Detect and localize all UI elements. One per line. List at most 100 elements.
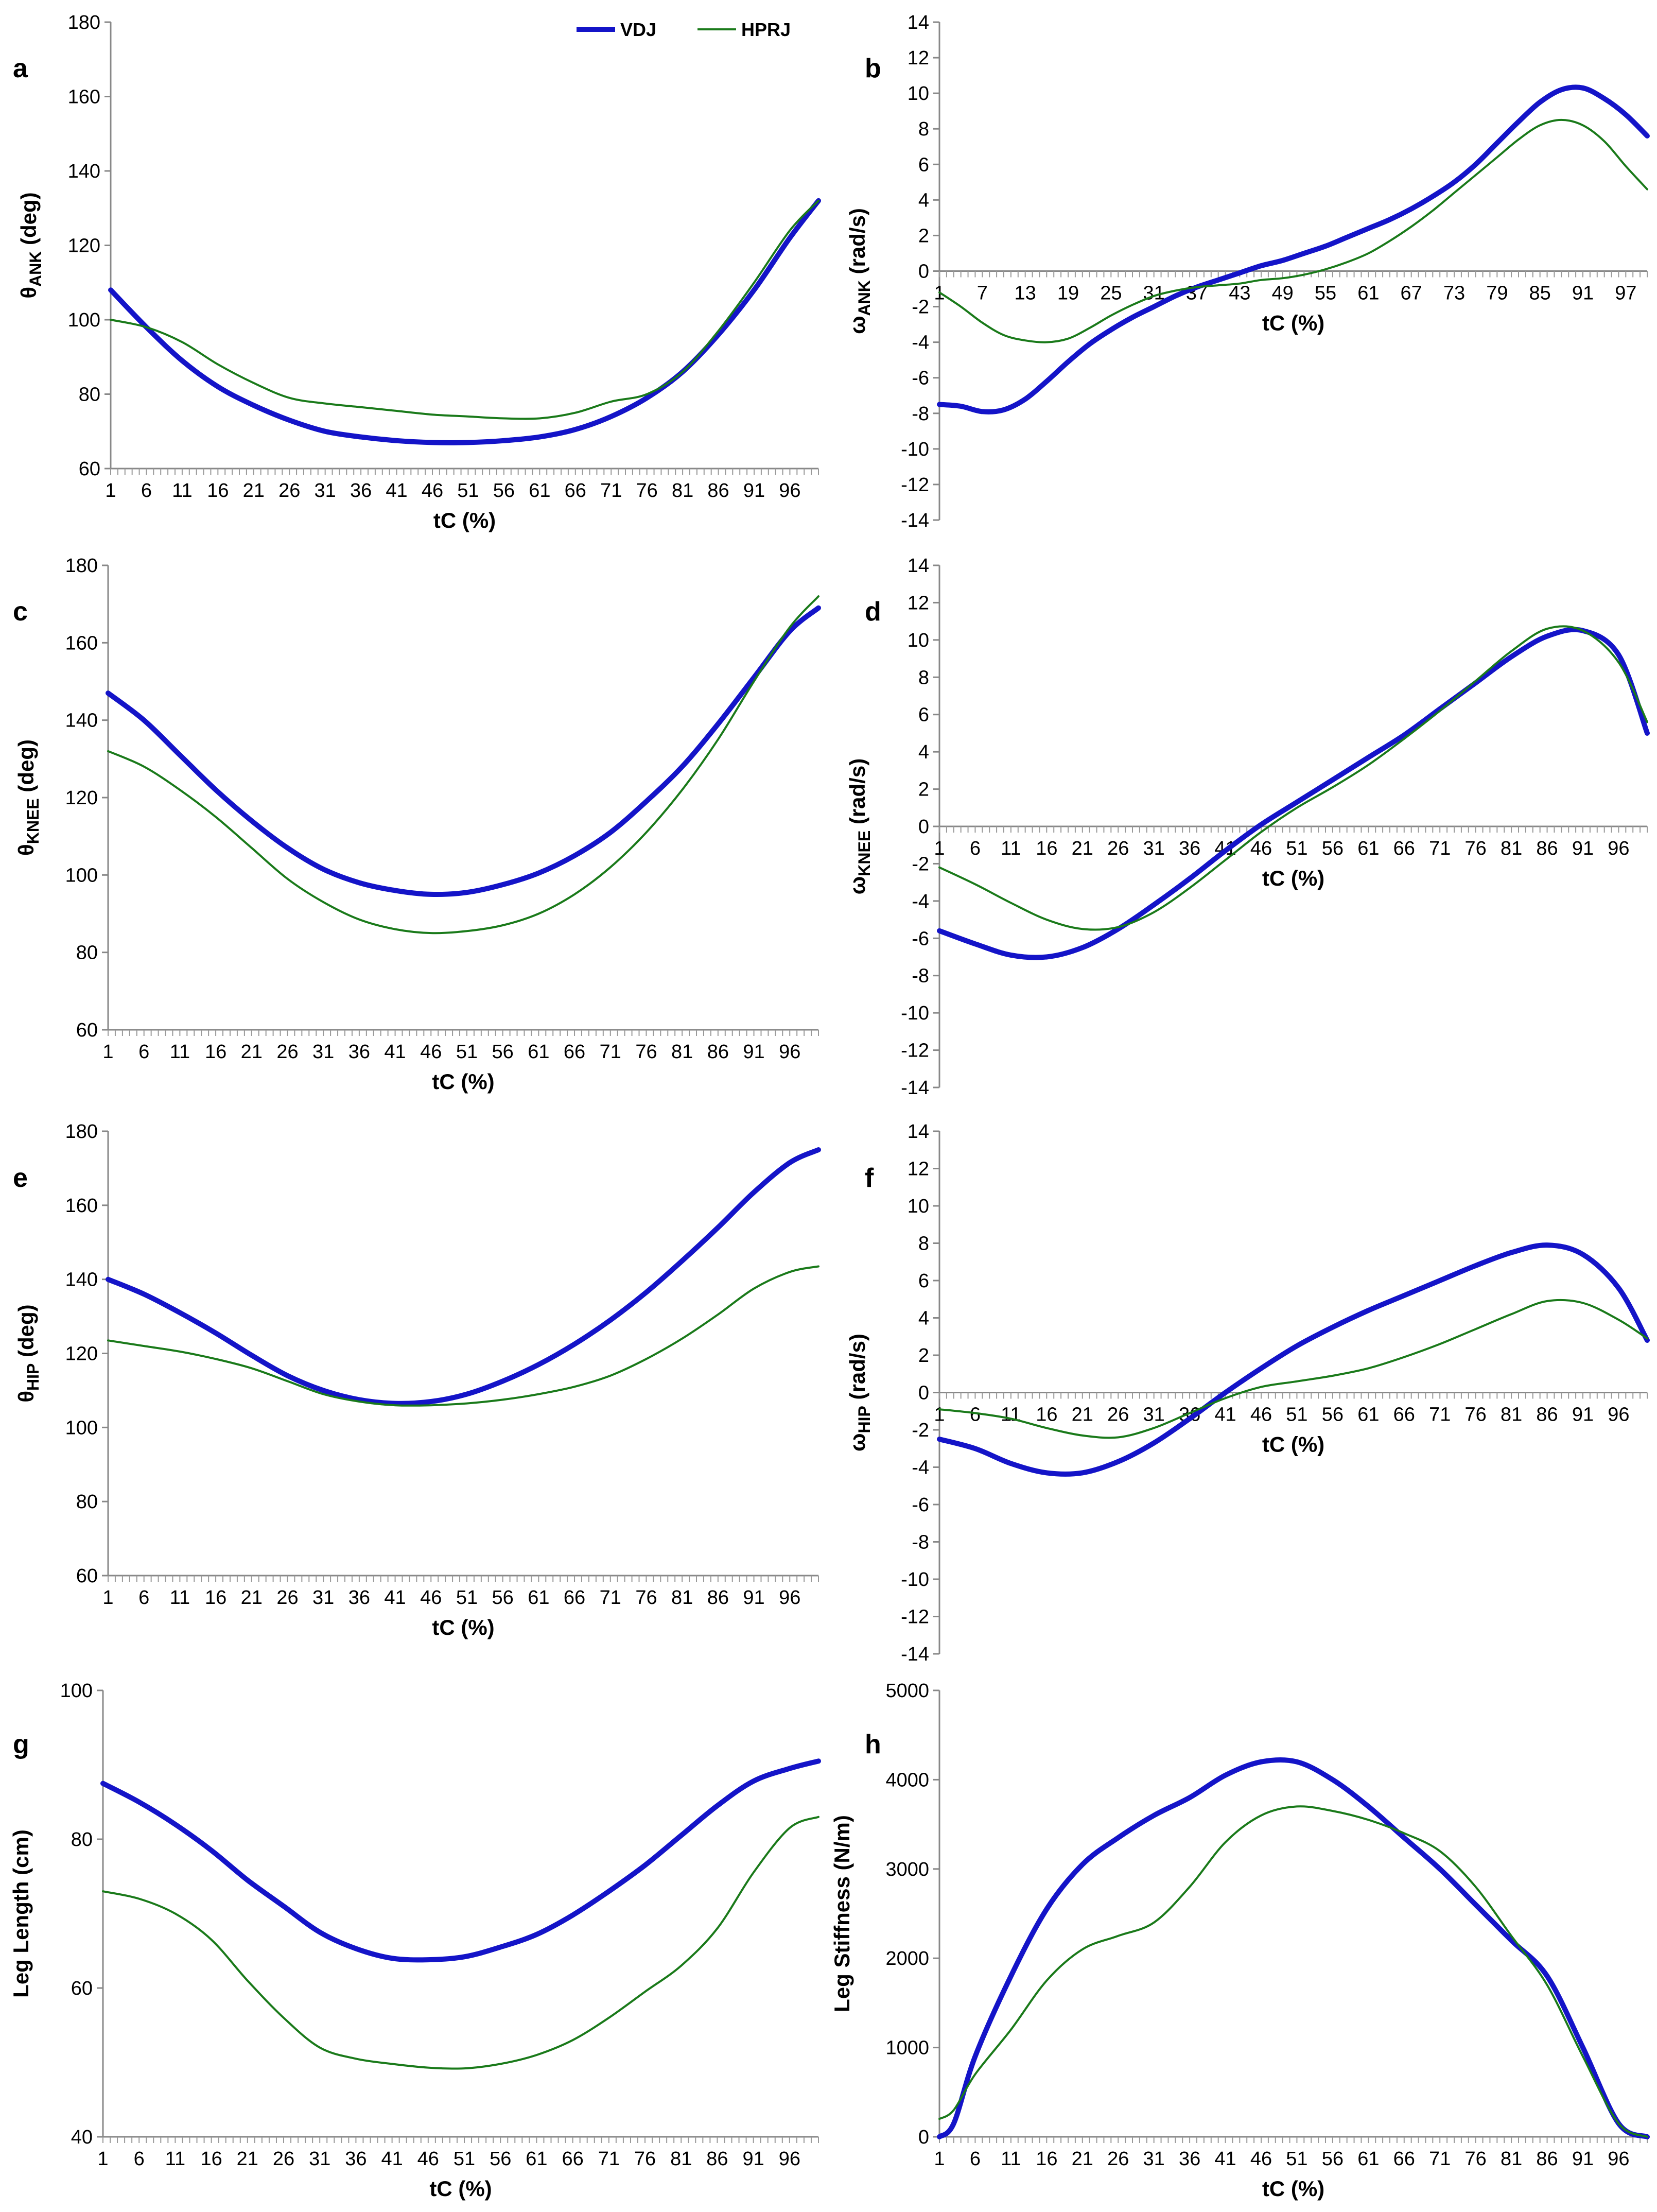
- x-tick-label: 86: [707, 1041, 729, 1063]
- x-tick-label: 26: [276, 1587, 298, 1609]
- x-tick-label: 1: [934, 838, 945, 859]
- x-tick-label: 7: [977, 283, 988, 304]
- y-tick-label: 10: [908, 630, 929, 651]
- x-tick-label: 1: [934, 2148, 945, 2170]
- legend: VDJ HPRJ: [577, 19, 791, 40]
- x-tick-label: 56: [1322, 2148, 1344, 2170]
- x-tick-label: 66: [564, 1587, 585, 1609]
- y-tick-label: -8: [912, 403, 929, 425]
- x-tick-label: 6: [970, 1404, 981, 1426]
- x-tick-label: 86: [1536, 1404, 1558, 1426]
- series-line-hprj: [102, 1816, 819, 2070]
- y-axis-title: Leg Stiffness (N/m): [830, 1815, 854, 2012]
- y-tick-label: -2: [912, 1420, 929, 1441]
- x-tick-label: 56: [493, 480, 515, 502]
- x-tick-label: 31: [312, 1041, 334, 1063]
- x-tick-label: 21: [1072, 2148, 1093, 2170]
- y-tick-label: 8: [918, 667, 929, 688]
- x-tick-label: 76: [1465, 2148, 1487, 2170]
- x-tick-label: 41: [1214, 1404, 1236, 1426]
- x-tick-label: 91: [1572, 2148, 1594, 2170]
- y-tick-label: -12: [901, 1040, 929, 1062]
- x-tick-label: 6: [138, 1041, 149, 1063]
- x-tick-label: 71: [1429, 2148, 1451, 2170]
- x-tick-label: 67: [1401, 283, 1422, 304]
- y-tick-label: 80: [79, 384, 100, 406]
- y-tick-label: 60: [76, 1565, 98, 1587]
- x-tick-label: 11: [1001, 838, 1021, 859]
- y-tick-label: 160: [68, 87, 100, 108]
- x-tick-label: 6: [134, 2148, 145, 2170]
- y-tick-label: 14: [908, 1121, 929, 1143]
- x-axis-title: tC (%): [429, 2176, 492, 2201]
- x-tick-label: 6: [970, 838, 981, 859]
- x-axis-title: tC (%): [1262, 866, 1324, 890]
- y-tick-label: 8: [918, 118, 929, 140]
- x-tick-label: 71: [1429, 838, 1451, 859]
- panel-label: d: [865, 597, 881, 627]
- y-axis-title: θKNEE (deg): [14, 739, 42, 856]
- series-line-vdj: [100, 1758, 821, 1963]
- x-tick-label: 96: [1608, 2148, 1629, 2170]
- x-tick-label: 71: [598, 2148, 620, 2170]
- x-tick-label: 6: [138, 1587, 149, 1609]
- x-tick-label: 61: [1357, 2148, 1379, 2170]
- x-tick-label: 16: [1036, 2148, 1057, 2170]
- x-tick-label: 56: [1322, 1404, 1344, 1426]
- panel-label: a: [13, 54, 28, 83]
- x-tick-label: 6: [970, 2148, 981, 2170]
- y-tick-label: 14: [908, 12, 929, 33]
- y-tick-label: 0: [918, 816, 929, 838]
- y-tick-label: -2: [912, 297, 929, 318]
- y-tick-label: 60: [71, 1978, 93, 1999]
- x-tick-label: 91: [743, 1587, 764, 1609]
- y-tick-label: 120: [65, 787, 98, 809]
- x-tick-label: 56: [492, 1587, 514, 1609]
- x-tick-label: 31: [1143, 2148, 1165, 2170]
- x-tick-label: 46: [420, 1041, 442, 1063]
- x-tick-label: 79: [1486, 283, 1508, 304]
- x-tick-label: 81: [1501, 1404, 1522, 1426]
- x-tick-label: 73: [1443, 283, 1465, 304]
- y-tick-label: -6: [912, 1494, 929, 1516]
- x-tick-label: 46: [1250, 838, 1272, 859]
- y-tick-label: -6: [912, 368, 929, 389]
- y-tick-label: -4: [912, 891, 929, 912]
- y-tick-label: -8: [912, 1532, 929, 1553]
- x-tick-label: 31: [309, 2148, 330, 2170]
- x-tick-label: 86: [707, 1587, 729, 1609]
- series-line-hprj: [938, 118, 1648, 343]
- x-tick-label: 36: [1179, 2148, 1200, 2170]
- y-tick-label: 6: [918, 1270, 929, 1292]
- y-tick-label: 5000: [885, 1680, 929, 1702]
- series-line-vdj: [937, 84, 1650, 414]
- y-tick-label: 100: [65, 1417, 98, 1439]
- x-tick-label: 71: [600, 1041, 621, 1063]
- y-tick-label: 120: [65, 1343, 98, 1365]
- x-tick-label: 21: [237, 2148, 258, 2170]
- y-tick-label: 80: [71, 1829, 93, 1851]
- x-tick-label: 11: [1001, 1404, 1021, 1426]
- x-tick-label: 61: [1357, 283, 1379, 304]
- x-tick-label: 16: [1036, 1404, 1057, 1426]
- x-tick-label: 31: [312, 1587, 334, 1609]
- x-tick-label: 96: [1608, 838, 1629, 859]
- y-tick-label: 2: [918, 779, 929, 801]
- x-tick-label: 31: [315, 480, 336, 502]
- series-line-hprj: [107, 595, 819, 935]
- x-tick-label: 1: [105, 480, 116, 502]
- x-tick-label: 31: [1143, 838, 1165, 859]
- x-tick-label: 61: [528, 1041, 549, 1063]
- x-tick-label: 31: [1143, 1404, 1165, 1426]
- y-tick-label: 1000: [885, 2037, 929, 2059]
- x-tick-label: 11: [1001, 2148, 1021, 2170]
- y-tick-label: 100: [65, 865, 98, 886]
- x-tick-label: 96: [779, 1041, 800, 1063]
- y-tick-label: 0: [918, 1382, 929, 1404]
- x-tick-label: 26: [1107, 1404, 1129, 1426]
- y-tick-label: 80: [76, 1491, 98, 1513]
- legend-label-hprj: HPRJ: [741, 19, 791, 40]
- series-line-hprj: [107, 1265, 819, 1407]
